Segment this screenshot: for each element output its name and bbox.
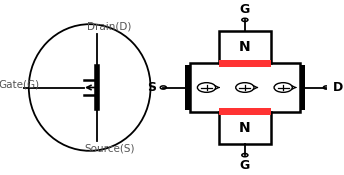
- Text: Gate(G): Gate(G): [0, 79, 40, 89]
- Bar: [190, 63, 300, 112]
- Text: G: G: [240, 3, 250, 16]
- Text: N: N: [239, 40, 251, 54]
- Bar: [219, 31, 271, 63]
- Bar: [219, 112, 271, 144]
- Bar: [219, 60, 271, 67]
- Bar: [300, 65, 305, 110]
- Text: N: N: [239, 121, 251, 135]
- Bar: [219, 108, 271, 115]
- Text: S: S: [148, 81, 157, 94]
- Text: Drain(D): Drain(D): [87, 21, 132, 31]
- Text: Source(S): Source(S): [84, 144, 135, 154]
- Bar: [185, 65, 190, 110]
- Text: D: D: [333, 81, 343, 94]
- Text: G: G: [240, 159, 250, 172]
